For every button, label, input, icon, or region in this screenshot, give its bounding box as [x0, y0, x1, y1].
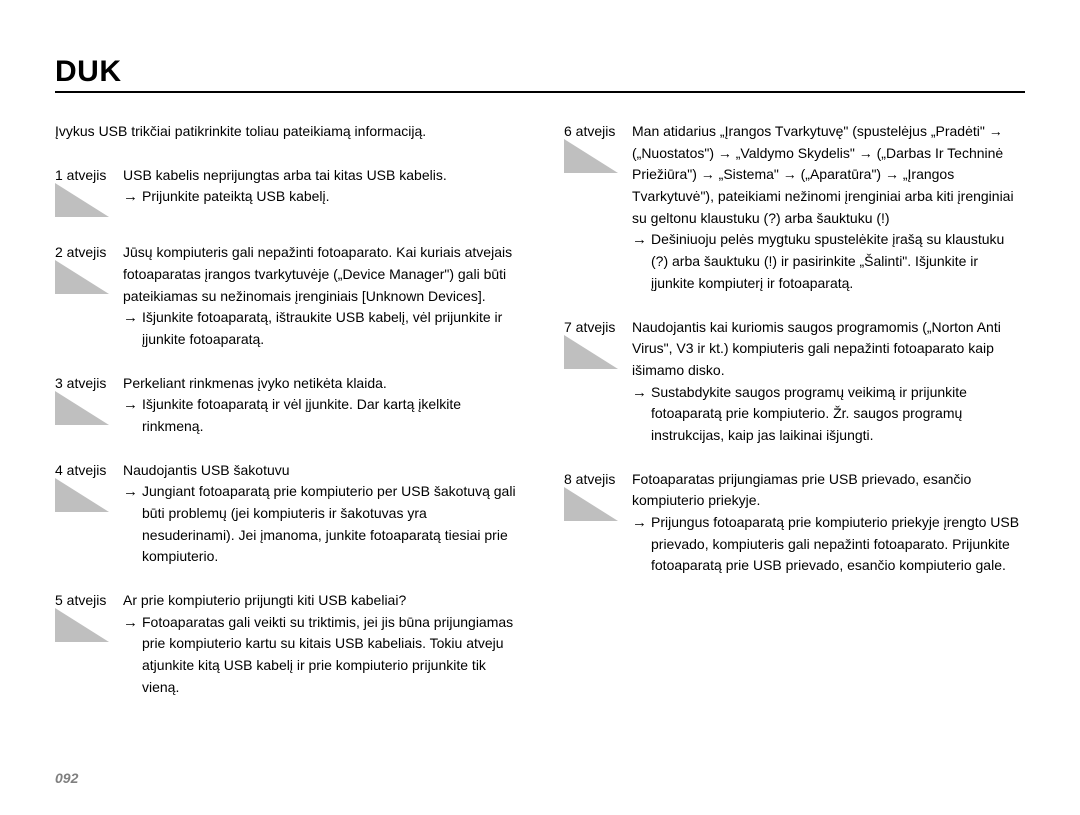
case-8: 8 atvejis Fotoaparatas prijungiamas prie…: [564, 469, 1025, 577]
case-label: 4 atvejis: [55, 460, 115, 498]
column-right: 6 atvejis Man atidarius „Įrangos Tvarkyt…: [564, 121, 1025, 721]
case-fix-text: Jungiant fotoaparatą prie kompiuterio pe…: [142, 481, 516, 568]
case-body: Naudojantis kai kuriomis saugos programo…: [632, 317, 1025, 447]
case-body: Naudojantis USB šakotuvu → Jungiant foto…: [123, 460, 516, 568]
triangle-icon: [564, 335, 618, 369]
case-number: 5 atvejis: [55, 590, 106, 612]
case-1: 1 atvejis USB kabelis neprijungtas arba …: [55, 165, 516, 208]
arrow-icon: →: [123, 612, 142, 699]
case-fix-text: Sustabdykite saugos programų veikimą ir …: [651, 382, 1025, 447]
case-number: 2 atvejis: [55, 242, 106, 264]
case-5: 5 atvejis Ar prie kompiuterio prijungti …: [55, 590, 516, 698]
case-desc: Jūsų kompiuteris gali nepažinti fotoapar…: [123, 242, 516, 307]
case-fix: → Dešiniuoju pelės mygtuku spustelėkite …: [632, 229, 1025, 294]
arrow-icon: →: [632, 512, 651, 577]
page-title: DUK: [55, 55, 1025, 89]
title-bar: DUK: [55, 55, 1025, 93]
case-label: 7 atvejis: [564, 317, 624, 355]
case-label: 2 atvejis: [55, 242, 115, 280]
case-fix: → Jungiant fotoaparatą prie kompiuterio …: [123, 481, 516, 568]
case-number: 4 atvejis: [55, 460, 106, 482]
case-desc: Ar prie kompiuterio prijungti kiti USB k…: [123, 590, 516, 612]
case-3: 3 atvejis Perkeliant rinkmenas įvyko net…: [55, 373, 516, 438]
case-fix: → Išjunkite fotoaparatą ir vėl įjunkite.…: [123, 394, 516, 437]
case-fix-text: Išjunkite fotoaparatą, ištraukite USB ka…: [142, 307, 516, 350]
case-desc: USB kabelis neprijungtas arba tai kitas …: [123, 165, 516, 187]
intro-text: Įvykus USB trikčiai patikrinkite toliau …: [55, 121, 516, 143]
case-2: 2 atvejis Jūsų kompiuteris gali nepažint…: [55, 242, 516, 350]
triangle-icon: [55, 260, 109, 294]
case-desc: Naudojantis USB šakotuvu: [123, 460, 516, 482]
case-fix: → Išjunkite fotoaparatą, ištraukite USB …: [123, 307, 516, 350]
case-fix: → Fotoaparatas gali veikti su triktimis,…: [123, 612, 516, 699]
case-number: 1 atvejis: [55, 165, 106, 187]
case-body: Jūsų kompiuteris gali nepažinti fotoapar…: [123, 242, 516, 350]
case-number: 6 atvejis: [564, 121, 615, 143]
case-desc: Man atidarius „Įrangos Tvarkytuvę" (spus…: [632, 121, 1025, 229]
column-left: Įvykus USB trikčiai patikrinkite toliau …: [55, 121, 516, 721]
triangle-icon: [564, 487, 618, 521]
triangle-icon: [55, 608, 109, 642]
case-desc: Fotoaparatas prijungiamas prie USB priev…: [632, 469, 1025, 512]
case-fix-text: Fotoaparatas gali veikti su triktimis, j…: [142, 612, 516, 699]
arrow-icon: →: [123, 307, 142, 350]
case-number: 8 atvejis: [564, 469, 615, 491]
case-body: USB kabelis neprijungtas arba tai kitas …: [123, 165, 516, 208]
case-desc: Naudojantis kai kuriomis saugos programo…: [632, 317, 1025, 382]
case-4: 4 atvejis Naudojantis USB šakotuvu → Jun…: [55, 460, 516, 568]
case-label: 5 atvejis: [55, 590, 115, 628]
case-number: 7 atvejis: [564, 317, 615, 339]
case-body: Perkeliant rinkmenas įvyko netikėta klai…: [123, 373, 516, 438]
triangle-icon: [564, 139, 618, 173]
content-columns: Įvykus USB trikčiai patikrinkite toliau …: [55, 121, 1025, 721]
arrow-icon: →: [123, 481, 142, 568]
arrow-icon: →: [123, 394, 142, 437]
case-label: 1 atvejis: [55, 165, 115, 203]
case-7: 7 atvejis Naudojantis kai kuriomis saugo…: [564, 317, 1025, 447]
case-body: Man atidarius „Įrangos Tvarkytuvę" (spus…: [632, 121, 1025, 295]
case-number: 3 atvejis: [55, 373, 106, 395]
arrow-icon: →: [123, 186, 142, 208]
case-label: 6 atvejis: [564, 121, 624, 159]
triangle-icon: [55, 183, 109, 217]
arrow-icon: →: [632, 229, 651, 294]
case-fix: → Sustabdykite saugos programų veikimą i…: [632, 382, 1025, 447]
case-fix: → Prijunkite pateiktą USB kabelį.: [123, 186, 516, 208]
case-6: 6 atvejis Man atidarius „Įrangos Tvarkyt…: [564, 121, 1025, 295]
case-desc: Perkeliant rinkmenas įvyko netikėta klai…: [123, 373, 516, 395]
case-body: Fotoaparatas prijungiamas prie USB priev…: [632, 469, 1025, 577]
case-fix: → Prijungus fotoaparatą prie kompiuterio…: [632, 512, 1025, 577]
triangle-icon: [55, 478, 109, 512]
case-label: 8 atvejis: [564, 469, 624, 507]
triangle-icon: [55, 391, 109, 425]
case-fix-text: Išjunkite fotoaparatą ir vėl įjunkite. D…: [142, 394, 516, 437]
case-fix-text: Prijungus fotoaparatą prie kompiuterio p…: [651, 512, 1025, 577]
arrow-icon: →: [632, 382, 651, 447]
case-label: 3 atvejis: [55, 373, 115, 411]
case-body: Ar prie kompiuterio prijungti kiti USB k…: [123, 590, 516, 698]
case-fix-text: Prijunkite pateiktą USB kabelį.: [142, 186, 516, 208]
page-number: 092: [55, 770, 78, 786]
case-fix-text: Dešiniuoju pelės mygtuku spustelėkite įr…: [651, 229, 1025, 294]
